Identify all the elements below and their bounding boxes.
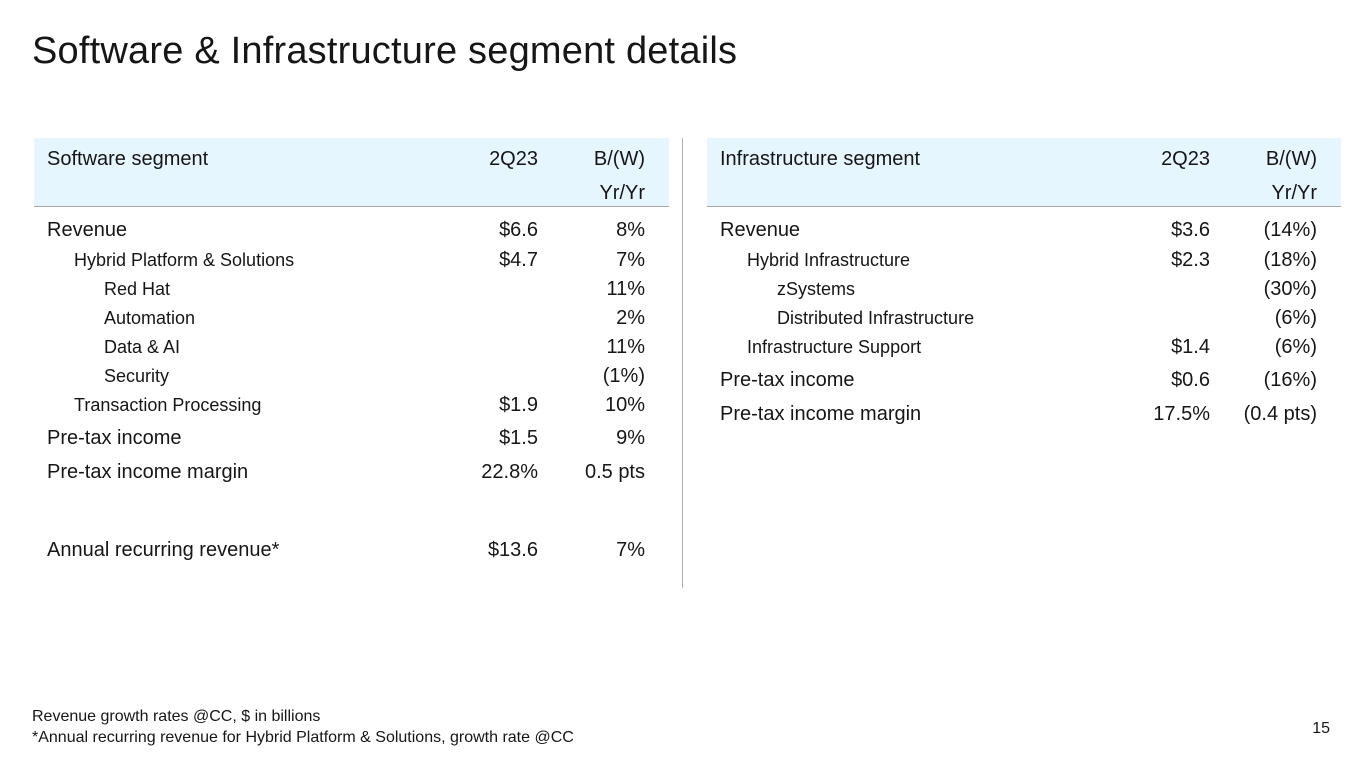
row-growth: (14%): [1263, 219, 1317, 241]
row-growth: 0.5 pts: [584, 461, 645, 483]
footnote-arr: *Annual recurring revenue for Hybrid Pla…: [32, 729, 574, 746]
row-growth: (16%): [1263, 369, 1317, 391]
software-row-pretax-margin: Pre-tax income margin 22.8% 0.5 pts: [34, 453, 669, 487]
infrastructure-segment-table: Infrastructure segment 2Q23 B/(W) Yr/Yr …: [707, 138, 1341, 429]
infrastructure-row-hybrid-infrastructure: Hybrid Infrastructure $2.3 (18%): [707, 245, 1341, 274]
row-growth: 11%: [606, 278, 645, 300]
row-growth: 11%: [606, 336, 645, 358]
software-row-red-hat: Red Hat 11%: [34, 274, 669, 303]
infrastructure-row-pretax-income: Pre-tax income $0.6 (16%): [707, 361, 1341, 395]
row-label: Data & AI: [104, 337, 181, 357]
row-growth: (1%): [602, 365, 645, 387]
row-value: $4.7: [499, 249, 538, 271]
row-label: Security: [104, 366, 170, 386]
software-header-period: 2Q23: [489, 148, 538, 170]
software-header-growth: B/(W) Yr/Yr: [594, 142, 645, 210]
row-value: $3.6: [1171, 219, 1210, 241]
software-header-growth-line2: Yr/Yr: [599, 182, 645, 204]
row-growth: (30%): [1263, 278, 1317, 300]
infrastructure-header-growth-line1: B/(W): [1265, 148, 1317, 170]
row-growth: 7%: [616, 249, 645, 271]
software-row-arr: Annual recurring revenue* $13.6 7%: [34, 531, 669, 565]
software-table-header: Software segment 2Q23 B/(W) Yr/Yr: [34, 138, 669, 207]
page-title: Software & Infrastructure segment detail…: [32, 30, 738, 72]
software-row-pretax-income: Pre-tax income $1.5 9%: [34, 419, 669, 453]
footnotes: Revenue growth rates @CC, $ in billions …: [32, 706, 574, 748]
row-label: Hybrid Infrastructure: [747, 250, 911, 270]
footnote-growth-rates: Revenue growth rates @CC, $ in billions: [32, 708, 321, 725]
infrastructure-header-period: 2Q23: [1161, 148, 1210, 170]
software-header-segment: Software segment: [47, 148, 209, 170]
software-row-revenue: Revenue $6.6 8%: [34, 211, 669, 245]
row-growth: (6%): [1274, 336, 1317, 358]
row-value: 17.5%: [1153, 403, 1210, 425]
row-label: Transaction Processing: [74, 395, 262, 415]
row-growth: (6%): [1274, 307, 1317, 329]
row-label: Infrastructure Support: [747, 337, 922, 357]
row-value: $1.4: [1171, 336, 1210, 358]
row-label: Pre-tax income: [720, 369, 855, 391]
vertical-divider: [682, 138, 683, 588]
row-spacer: [34, 487, 669, 531]
row-label: Pre-tax income margin: [47, 461, 249, 483]
row-value: $6.6: [499, 219, 538, 241]
row-label: Annual recurring revenue*: [47, 539, 280, 561]
infrastructure-row-support: Infrastructure Support $1.4 (6%): [707, 332, 1341, 361]
row-growth: 7%: [616, 539, 645, 561]
software-row-hybrid-platform: Hybrid Platform & Solutions $4.7 7%: [34, 245, 669, 274]
infrastructure-row-revenue: Revenue $3.6 (14%): [707, 211, 1341, 245]
row-label: Automation: [104, 308, 196, 328]
row-label: Red Hat: [104, 279, 171, 299]
infrastructure-header-growth: B/(W) Yr/Yr: [1266, 142, 1317, 210]
row-value: $1.5: [499, 427, 538, 449]
row-label: Distributed Infrastructure: [777, 308, 975, 328]
row-label: Pre-tax income: [47, 427, 182, 449]
software-row-data-ai: Data & AI 11%: [34, 332, 669, 361]
page-number: 15: [1312, 720, 1330, 737]
software-row-security: Security (1%): [34, 361, 669, 390]
row-label: zSystems: [777, 279, 856, 299]
row-growth: (18%): [1263, 249, 1317, 271]
row-label: Pre-tax income margin: [720, 403, 922, 425]
row-label: Revenue: [720, 219, 801, 241]
row-label: Revenue: [47, 219, 128, 241]
row-growth: 9%: [616, 427, 645, 449]
row-value: $2.3: [1171, 249, 1210, 271]
row-value: $1.9: [499, 394, 538, 416]
row-value: $13.6: [487, 539, 538, 561]
row-growth: (0.4 pts): [1243, 403, 1317, 425]
row-label: Hybrid Platform & Solutions: [74, 250, 295, 270]
row-growth: 2%: [616, 307, 645, 329]
infrastructure-header-segment: Infrastructure segment: [720, 148, 921, 170]
software-row-transaction-processing: Transaction Processing $1.9 10%: [34, 390, 669, 419]
row-value: $0.6: [1171, 369, 1210, 391]
software-row-automation: Automation 2%: [34, 303, 669, 332]
infrastructure-header-growth-line2: Yr/Yr: [1271, 182, 1317, 204]
infrastructure-row-pretax-margin: Pre-tax income margin 17.5% (0.4 pts): [707, 395, 1341, 429]
row-growth: 8%: [616, 219, 645, 241]
row-growth: 10%: [604, 394, 645, 416]
software-header-growth-line1: B/(W): [593, 148, 645, 170]
software-segment-table: Software segment 2Q23 B/(W) Yr/Yr Revenu…: [34, 138, 669, 565]
infrastructure-row-zsystems: zSystems (30%): [707, 274, 1341, 303]
infrastructure-row-distributed: Distributed Infrastructure (6%): [707, 303, 1341, 332]
row-value: 22.8%: [481, 461, 538, 483]
infrastructure-table-header: Infrastructure segment 2Q23 B/(W) Yr/Yr: [707, 138, 1341, 207]
